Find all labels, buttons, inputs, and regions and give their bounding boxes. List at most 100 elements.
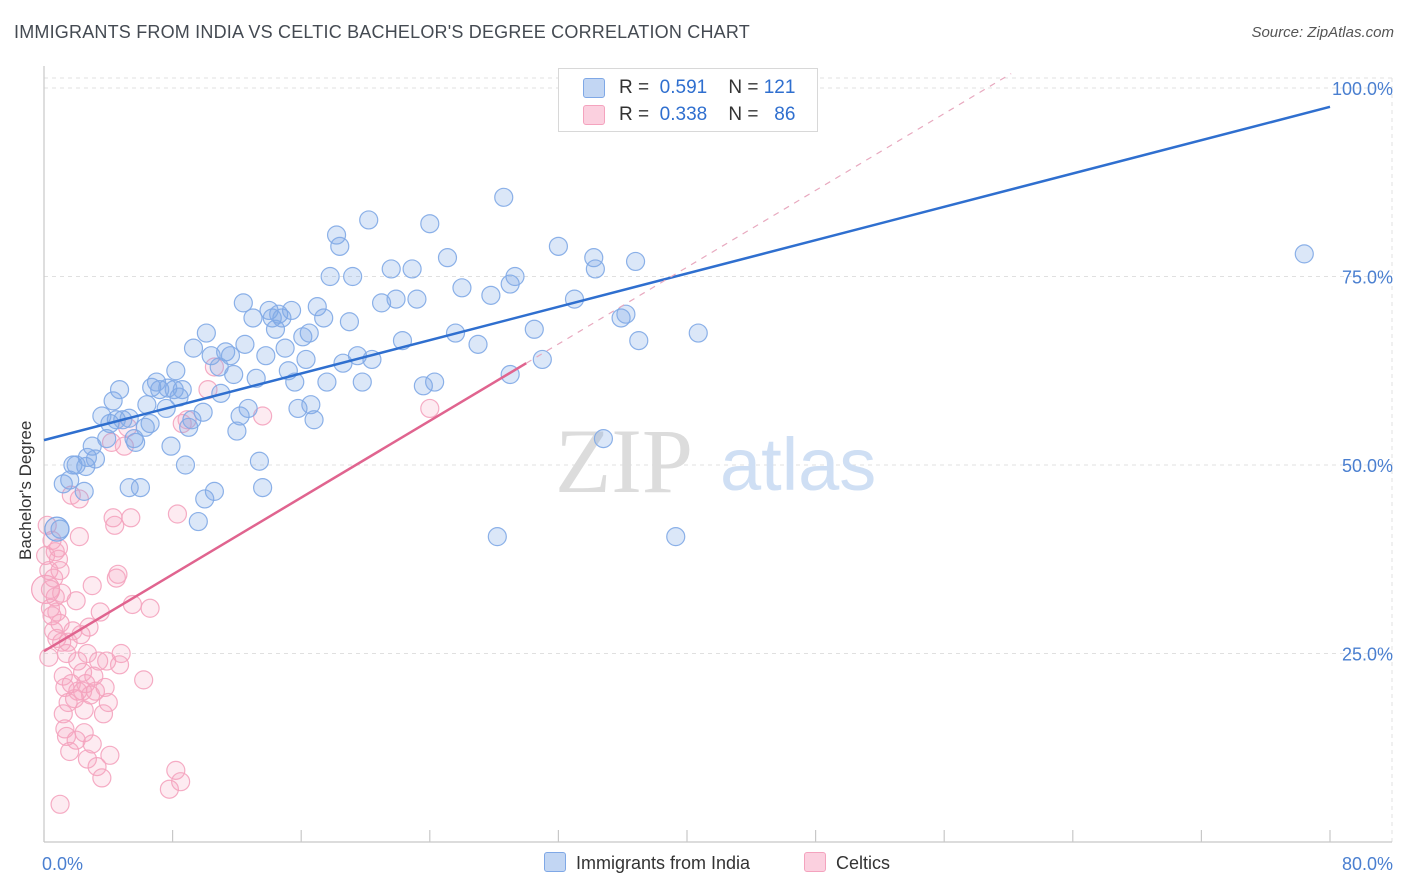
india-point: [224, 364, 244, 385]
india-swatch: [544, 852, 566, 872]
india-point: [593, 429, 614, 449]
india-point: [235, 334, 255, 354]
source-label: Source: ZipAtlas.com: [1251, 24, 1394, 41]
india-points: [44, 187, 1314, 547]
celtics-point: [31, 574, 61, 605]
india-point: [616, 304, 636, 324]
celtics-point: [420, 398, 440, 419]
india-point: [166, 361, 186, 381]
india-point: [265, 319, 286, 339]
india-point: [307, 297, 327, 317]
celtics-point: [74, 723, 94, 743]
india-point: [437, 248, 458, 268]
y-tick-label: 50.0%: [1342, 456, 1393, 476]
celtics-point: [82, 576, 102, 596]
celtics-point: [108, 564, 128, 584]
celtics-point: [167, 504, 188, 524]
legend-r-value: 0.338: [659, 104, 708, 125]
india-point: [195, 489, 215, 509]
y-tick-label: 75.0%: [1342, 268, 1393, 288]
legend-n-label: N =: [728, 77, 759, 98]
india-point: [172, 380, 192, 400]
celtics-swatch: [583, 104, 605, 125]
india-point: [314, 308, 334, 328]
legend-row-india: R = 0.591 N = 121: [583, 77, 795, 99]
celtics-trend-extension: [525, 73, 1012, 364]
india-point: [330, 236, 350, 256]
bottom-legend-india-label: Immigrants from India: [576, 853, 751, 873]
india-point: [304, 410, 324, 430]
legend-row-celtics: R = 0.338 N = 86: [583, 104, 795, 126]
celtics-point: [204, 357, 224, 377]
india-point: [161, 436, 181, 456]
celtics-trend-line: [43, 362, 527, 653]
celtics-point: [100, 745, 120, 765]
india-point: [281, 300, 302, 321]
watermark-zip: ZIP: [555, 410, 693, 512]
india-point: [253, 478, 273, 498]
celtics-point: [77, 643, 98, 664]
india-point: [481, 285, 501, 305]
india-point: [103, 391, 123, 411]
india-point: [66, 455, 86, 475]
india-trend-line: [43, 105, 1331, 442]
india-point: [494, 187, 514, 207]
india-point: [352, 372, 372, 392]
celtics-point: [85, 681, 106, 701]
india-point: [269, 304, 289, 324]
india-point: [629, 330, 649, 351]
x-tick-label: 80.0%: [1342, 854, 1393, 874]
celtics-point: [39, 647, 59, 667]
celtics-point: [134, 670, 154, 690]
india-point: [487, 527, 507, 547]
legend-r-value: 0.591: [659, 77, 708, 98]
india-point: [299, 323, 319, 343]
india-point: [85, 449, 106, 469]
india-point: [204, 481, 224, 501]
celtics-point: [166, 760, 186, 780]
celtics-point: [105, 515, 125, 535]
india-point: [666, 527, 686, 547]
india-point: [317, 372, 337, 392]
india-point: [343, 266, 363, 287]
india-point: [109, 380, 130, 400]
celtics-point: [76, 674, 96, 694]
celtics-point: [140, 598, 160, 618]
celtics-point: [111, 643, 131, 664]
legend-n-value: 86: [774, 104, 796, 125]
celtics-point: [114, 436, 134, 456]
india-point: [548, 236, 569, 256]
india-point: [359, 210, 379, 230]
india-point: [119, 478, 139, 498]
india-point: [74, 481, 94, 501]
india-point: [230, 406, 250, 426]
india-point: [288, 398, 308, 419]
celtics-point: [121, 508, 141, 528]
india-point: [146, 372, 167, 392]
india-point: [301, 395, 321, 415]
legend: R = 0.591 N = 121 R = 0.338 N = 86: [558, 68, 818, 132]
india-point: [625, 251, 646, 272]
bottom-legend-celtics-label: Celtics: [836, 853, 891, 873]
india-point: [407, 289, 427, 309]
legend-r-label: R =: [619, 77, 650, 98]
celtics-point: [93, 704, 114, 724]
india-point: [227, 421, 247, 441]
india-point: [413, 376, 433, 396]
celtics-point: [159, 779, 179, 799]
india-point: [585, 259, 605, 279]
y-tick-label: 25.0%: [1342, 645, 1393, 665]
legend-r-label: R =: [619, 104, 650, 125]
india-point: [97, 429, 117, 449]
y-tick-label: 100.0%: [1332, 79, 1393, 99]
celtics-point: [48, 538, 69, 558]
india-point: [182, 410, 202, 430]
legend-n-value: 121: [763, 77, 796, 98]
india-point: [193, 402, 213, 422]
india-point: [452, 278, 472, 298]
india-point: [220, 346, 241, 366]
celtics-point: [37, 515, 57, 535]
india-point: [126, 432, 146, 452]
india-point: [402, 259, 422, 279]
celtics-point: [87, 756, 107, 777]
